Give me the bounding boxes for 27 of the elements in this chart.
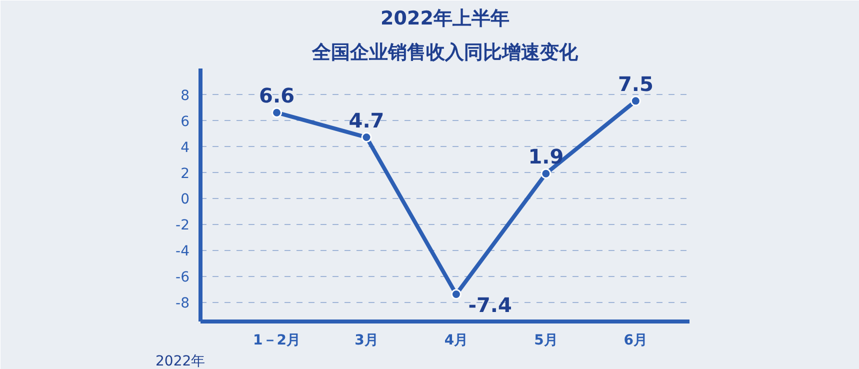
y-tick-label: -4 <box>176 244 190 260</box>
data-label: 7.5 <box>618 72 654 96</box>
y-tick-label: -6 <box>176 270 190 286</box>
x-tick-label: 5月 <box>534 332 558 348</box>
y-tick-label: 6 <box>180 114 190 130</box>
point <box>540 168 552 179</box>
data-label: -7.4 <box>468 292 512 317</box>
chart-title: 2022年上半年 <box>380 8 510 30</box>
x-tick-label: 4月 <box>444 332 468 348</box>
y-tick-label: 0 <box>180 192 190 208</box>
point <box>361 132 372 143</box>
text: 2022年 <box>156 354 206 369</box>
data-label: 1.9 <box>528 144 564 169</box>
y-tick-label: 8 <box>180 88 190 104</box>
y-tick-label: 4 <box>180 140 190 156</box>
y-tick-label: 2 <box>180 166 190 182</box>
data-label: 4.7 <box>348 108 384 132</box>
x-tick-label: 3月 <box>354 332 378 348</box>
point <box>630 96 641 106</box>
x-tick-label: 6月 <box>624 332 648 348</box>
y-tick-label: -8 <box>176 296 190 312</box>
point <box>450 289 462 300</box>
x-tick-label: 1－2月 <box>253 332 301 348</box>
y-tick-label: -2 <box>176 218 190 234</box>
point <box>272 107 282 118</box>
chart-subtitle: 全国企业销售收入同比增速变化 <box>311 42 579 64</box>
data-label: 6.6 <box>259 84 294 108</box>
